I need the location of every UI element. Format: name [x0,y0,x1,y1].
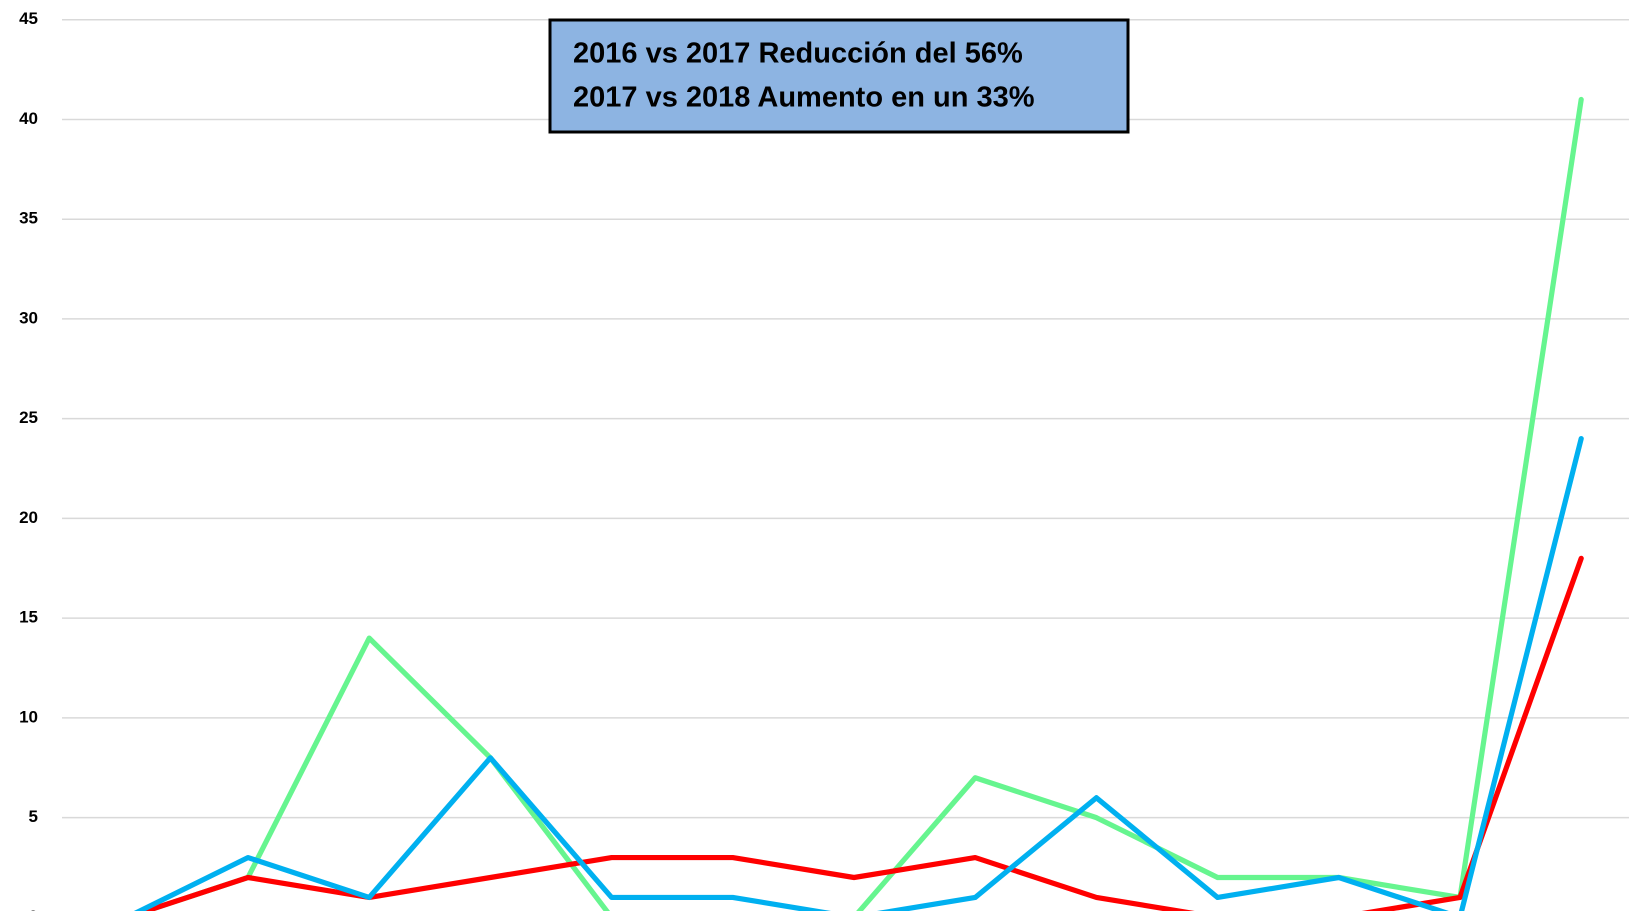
y-tick-label: 35 [19,209,38,228]
y-tick-label: 30 [19,308,38,327]
y-tick-label: 45 [19,9,38,28]
grid: 0 5 10 15 20 25 30 35 40 45 [19,9,1629,911]
annotation-box [548,18,1130,134]
series-line [133,436,1584,911]
y-tick-label: 10 [19,707,38,726]
y-tick-label: 25 [19,408,38,427]
annotation: 2016 vs 2017 Reducción del 56% [573,38,1023,70]
y-tick-label: 5 [29,807,38,826]
y-tick-label: 15 [19,608,38,627]
annotation: 2017 vs 2018 Aumento en un 33% [573,82,1035,114]
lines [133,96,1584,911]
y-tick-label: 20 [19,508,38,527]
y-tick-label: 0 [29,907,38,911]
y-tick-label: 40 [19,109,38,128]
series-line [137,96,1584,911]
series-line [137,555,1584,911]
